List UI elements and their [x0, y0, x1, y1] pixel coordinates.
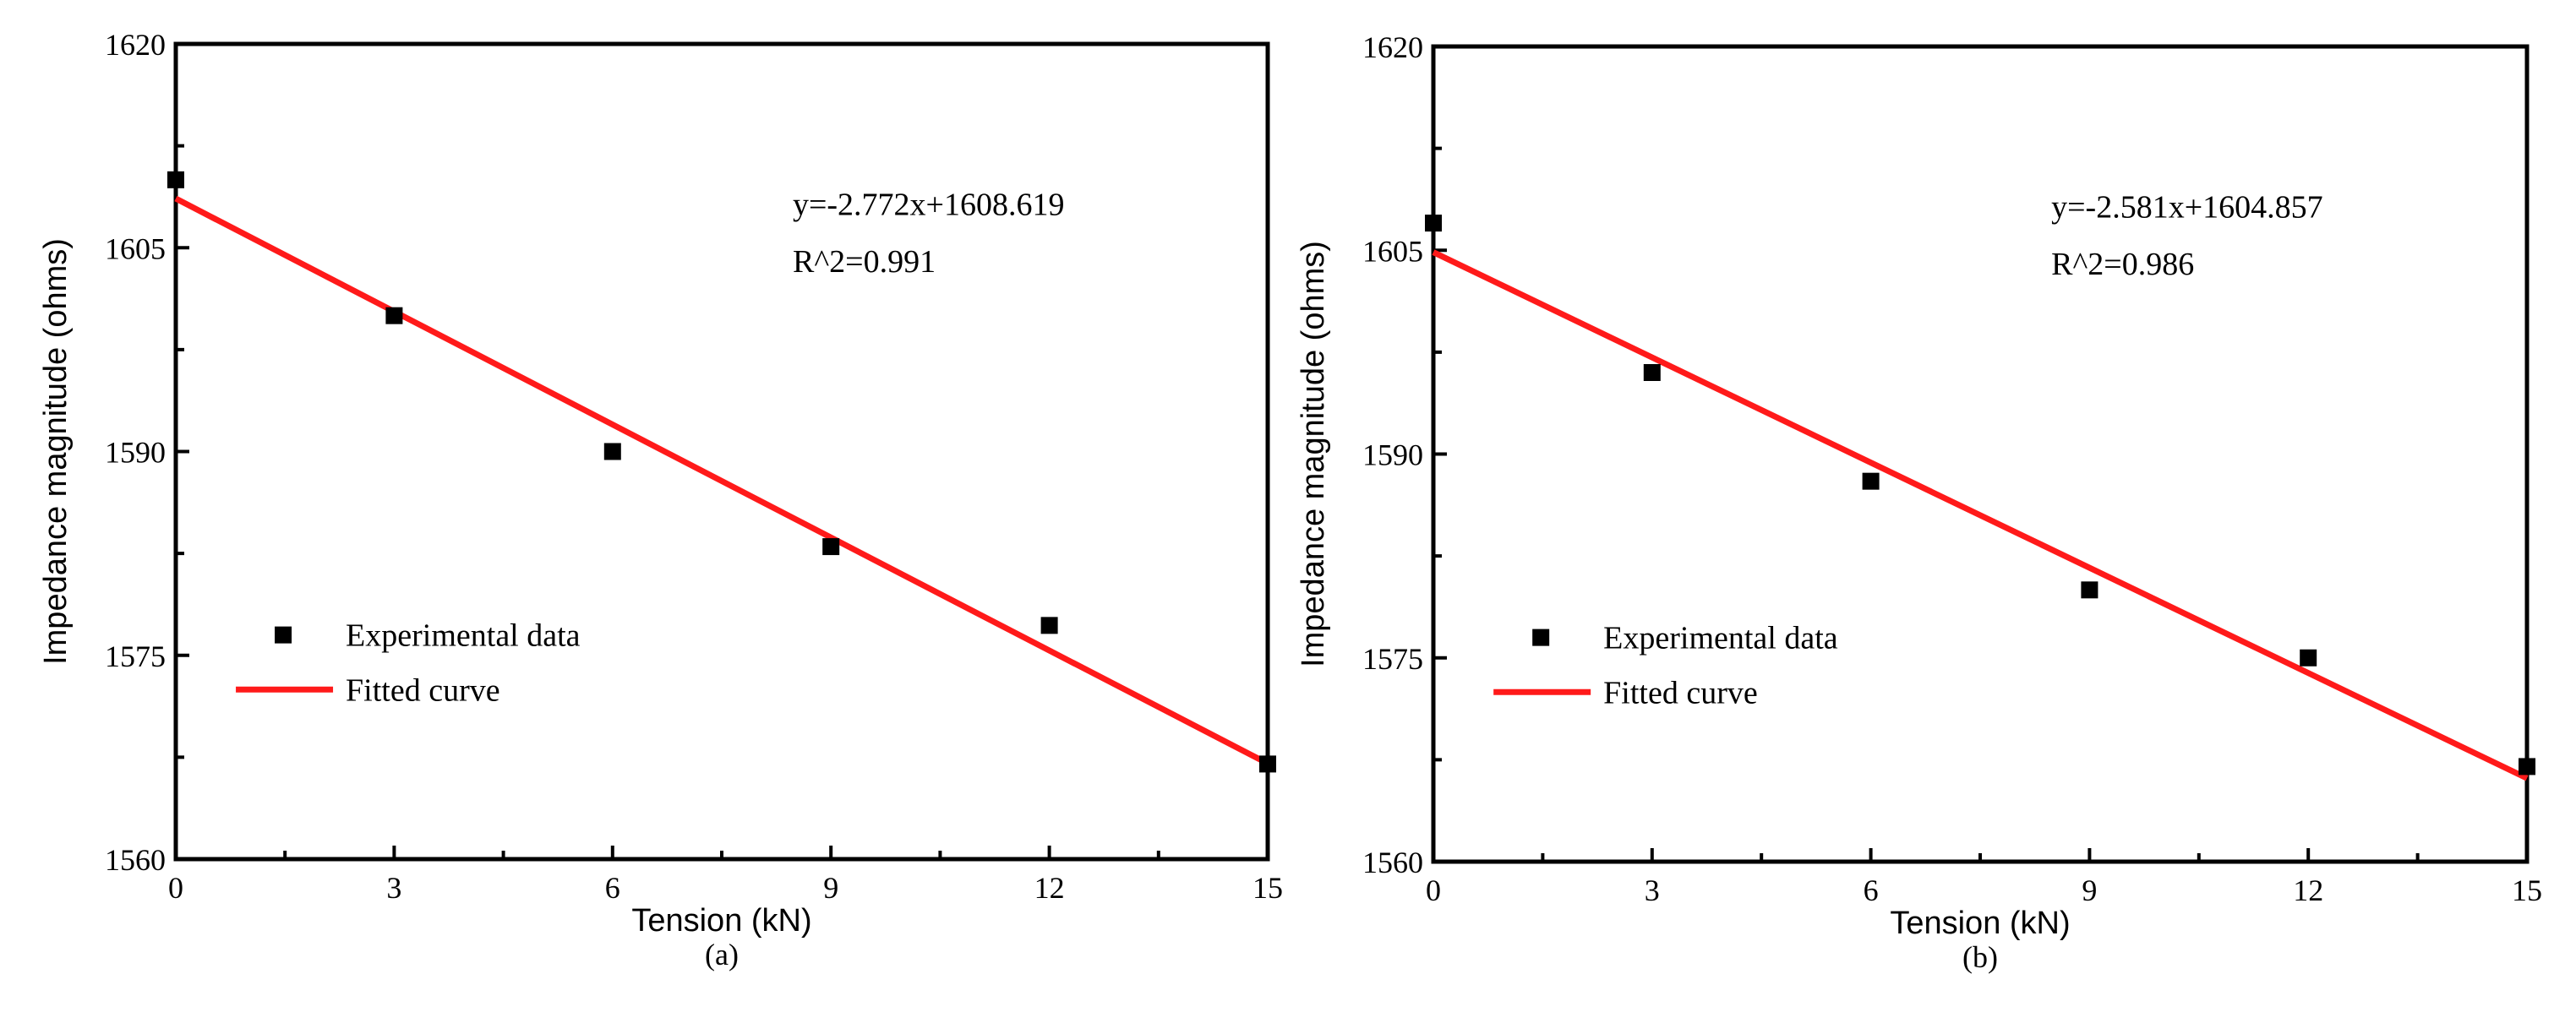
data-point — [2300, 649, 2317, 667]
fitted-curve-line — [174, 195, 1269, 766]
data-point — [822, 538, 840, 556]
x-tick-label: 0 — [168, 871, 183, 905]
y-tick-label: 1560 — [105, 843, 166, 877]
panel-label: (b) — [1962, 940, 1998, 974]
y-tick-label: 1575 — [105, 639, 166, 673]
legend-label-experimental: Experimental data — [1603, 621, 1838, 656]
axis-ticks — [1433, 146, 2420, 862]
x-tick-labels: 0 3 6 9 12 15 — [1426, 873, 2542, 907]
y-axis-title: Impedance magnitude (ohms) — [38, 238, 74, 665]
y-tick-label: 1620 — [105, 28, 166, 62]
plot-frame — [173, 41, 1270, 862]
legend-label-fitted: Fitted curve — [346, 672, 500, 708]
y-tick-label: 1575 — [1362, 642, 1423, 676]
legend-marker-experimental — [1532, 628, 1550, 646]
x-tick-label: 12 — [1034, 871, 1065, 905]
y-tick-label: 1605 — [1362, 234, 1423, 268]
x-tick-label: 15 — [2512, 873, 2542, 907]
legend-label-experimental: Experimental data — [346, 618, 581, 654]
x-axis-title: Tension (kN) — [1890, 906, 2070, 941]
y-tick-label: 1620 — [1362, 30, 1423, 64]
x-tick-label: 3 — [1645, 873, 1660, 907]
legend-marker-experimental — [275, 626, 292, 644]
plot-frame — [1431, 44, 2530, 864]
y-tick-labels: 1560 1575 1590 1605 1620 — [105, 28, 166, 877]
equation-annotation: y=-2.581x+1604.857 — [2051, 190, 2323, 226]
experimental-points — [167, 171, 1276, 773]
y-tick-label: 1590 — [105, 436, 166, 470]
x-tick-label: 3 — [386, 871, 401, 905]
data-point — [2519, 758, 2535, 775]
x-tick-label: 15 — [1253, 871, 1283, 905]
data-point — [1259, 755, 1276, 773]
r-squared-annotation: R^2=0.991 — [793, 244, 936, 280]
r-squared-annotation: R^2=0.986 — [2051, 247, 2194, 282]
fitted-curve-line — [1432, 249, 2529, 781]
x-tick-label: 9 — [2082, 873, 2097, 907]
x-tick-label: 6 — [605, 871, 620, 905]
equation-annotation: y=-2.772x+1608.619 — [793, 188, 1065, 223]
data-point — [1040, 617, 1058, 634]
x-tick-labels: 0 3 6 9 12 15 — [168, 871, 1283, 905]
x-tick-label: 0 — [1426, 873, 1441, 907]
data-point — [1425, 215, 1442, 232]
data-point — [1643, 364, 1661, 381]
data-point — [167, 171, 184, 188]
x-tick-label: 9 — [823, 871, 838, 905]
experimental-points — [1425, 215, 2535, 775]
chart-panel-a: 0 3 6 9 12 15 1560 1575 1590 1605 1620 y=-2.772x+… — [38, 28, 1283, 971]
y-axis-title: Impedance magnitude (ohms) — [1296, 241, 1331, 667]
data-point — [2081, 581, 2098, 599]
panel-label: (a) — [705, 938, 739, 971]
x-tick-label: 6 — [1864, 873, 1879, 907]
data-point — [385, 307, 403, 324]
data-point — [603, 443, 621, 460]
y-tick-labels: 1560 1575 1590 1605 1620 — [1362, 30, 1423, 879]
x-axis-title: Tension (kN) — [631, 903, 811, 939]
y-tick-label: 1560 — [1362, 846, 1423, 879]
y-tick-label: 1605 — [105, 231, 166, 265]
data-point — [1862, 472, 1880, 490]
axis-ticks — [176, 144, 1160, 859]
y-tick-label: 1590 — [1362, 438, 1423, 472]
chart-panel-b: 0 3 6 9 12 15 1560 1575 1590 1605 1620 y=-2.581x+… — [1296, 30, 2542, 974]
x-tick-label: 12 — [2293, 873, 2323, 907]
legend-label-fitted: Fitted curve — [1603, 675, 1758, 710]
